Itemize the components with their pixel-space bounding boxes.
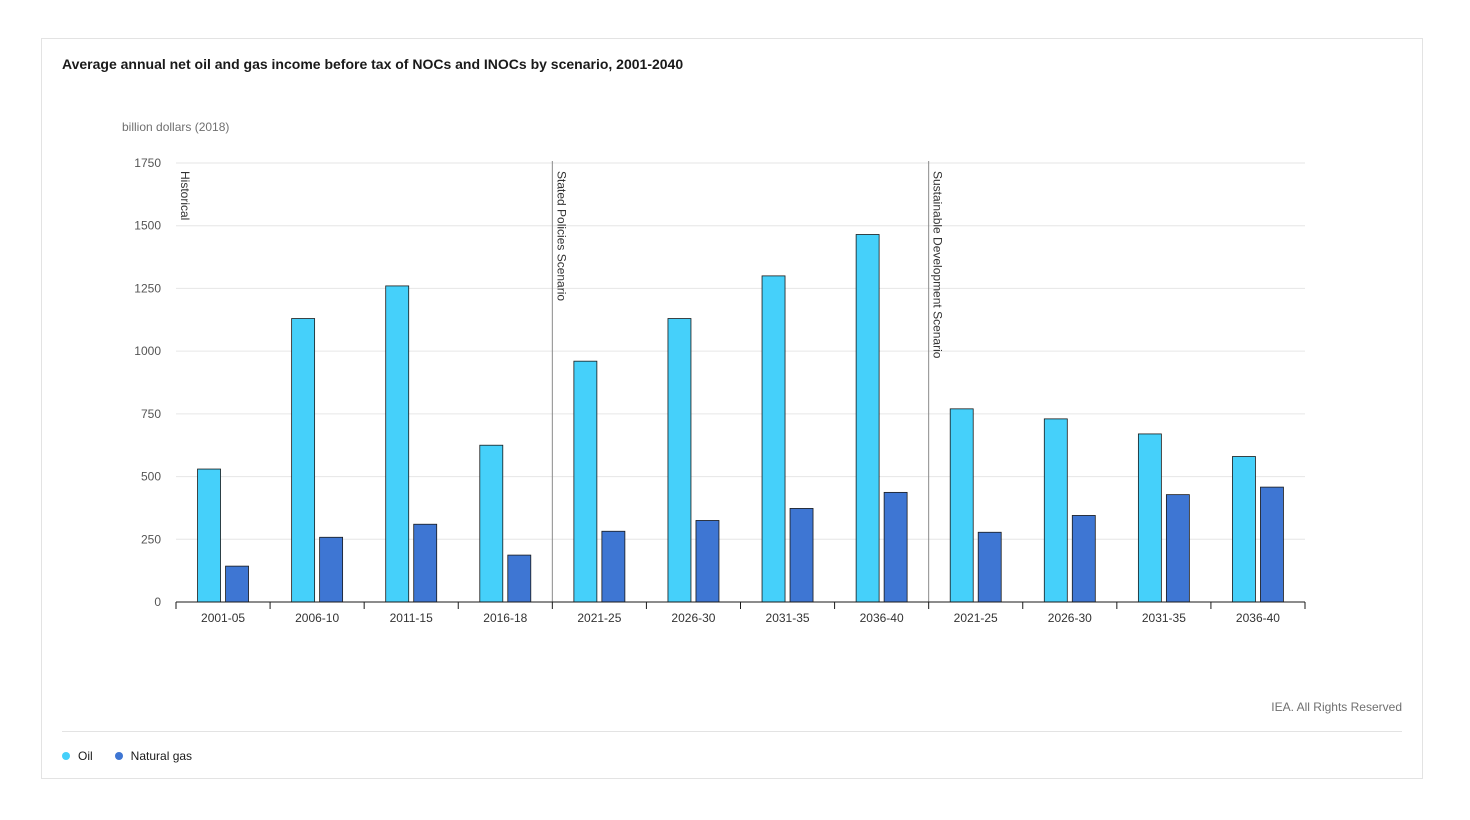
oil-bar [291,318,316,603]
legend-dot-icon [62,752,70,760]
x-tick-label: 2031-35 [1142,611,1186,625]
credit-text: IEA. All Rights Reserved [1271,700,1402,714]
y-tick-label: 500 [141,470,161,484]
x-tick-label: 2036-40 [860,611,904,625]
natural-gas-bar [225,565,249,603]
x-tick-label: 2036-40 [1236,611,1280,625]
oil-bar [385,285,410,603]
y-tick-label: 250 [141,532,161,546]
legend-label: Oil [78,749,93,763]
natural-gas-bar [883,491,908,603]
chart-title: Average annual net oil and gas income be… [62,56,684,72]
y-tick-label: 750 [141,407,161,421]
natural-gas-bar [1165,494,1190,603]
x-tick-label: 2016-18 [483,611,527,625]
oil-bar [761,275,786,603]
scenario-label: Historical [178,171,192,220]
natural-gas-bar [413,523,438,603]
chart-card: Average annual net oil and gas income be… [41,38,1423,779]
natural-gas-bar [319,536,344,603]
natural-gas-bar [695,520,720,603]
bar-chart: billion dollars (2018) 0 250 500 750 1000 1250… [122,120,1306,625]
scenario-label: Sustainable Development Scenario [931,171,945,359]
legend-item[interactable]: Oil [62,749,93,763]
y-tick-label: 0 [154,595,161,609]
oil-bar [479,444,504,603]
y-tick-label: 1000 [134,344,161,358]
y-tick-label: 1500 [134,219,161,233]
oil-bar [1043,418,1068,603]
x-tick-label: 2031-35 [766,611,810,625]
y-tick-label: 1750 [134,156,161,170]
legend-item[interactable]: Natural gas [114,749,193,763]
natural-gas-bar [977,531,1002,603]
oil-bar [197,468,221,603]
natural-gas-bar [507,554,532,603]
x-tick-label: 2006-10 [295,611,339,625]
x-tick-label: 2021-25 [954,611,998,625]
x-tick-label: 2021-25 [577,611,621,625]
legend-divider [62,731,1402,732]
natural-gas-bar [1071,515,1096,603]
scenario-label: Stated Policies Scenario [554,171,568,301]
oil-bar [1232,456,1256,603]
x-tick-label: 2026-30 [671,611,715,625]
oil-bar [855,234,880,603]
legend-dot-icon [114,752,123,760]
oil-bar [573,360,598,603]
oil-bar [667,318,692,603]
x-tick-label: 2011-15 [390,611,433,625]
x-tick-label: 2026-30 [1048,611,1092,625]
x-tick-label: 2001-05 [201,611,245,625]
oil-bar [949,408,974,603]
y-axis-label: billion dollars (2018) [122,120,229,134]
natural-gas-bar [789,508,814,603]
natural-gas-bar [1260,486,1284,603]
legend-label: Natural gas [130,749,193,763]
oil-bar [1137,433,1162,603]
y-tick-label: 1250 [134,281,161,295]
legend: Oil Natural gas [62,749,192,763]
natural-gas-bar [601,530,626,603]
